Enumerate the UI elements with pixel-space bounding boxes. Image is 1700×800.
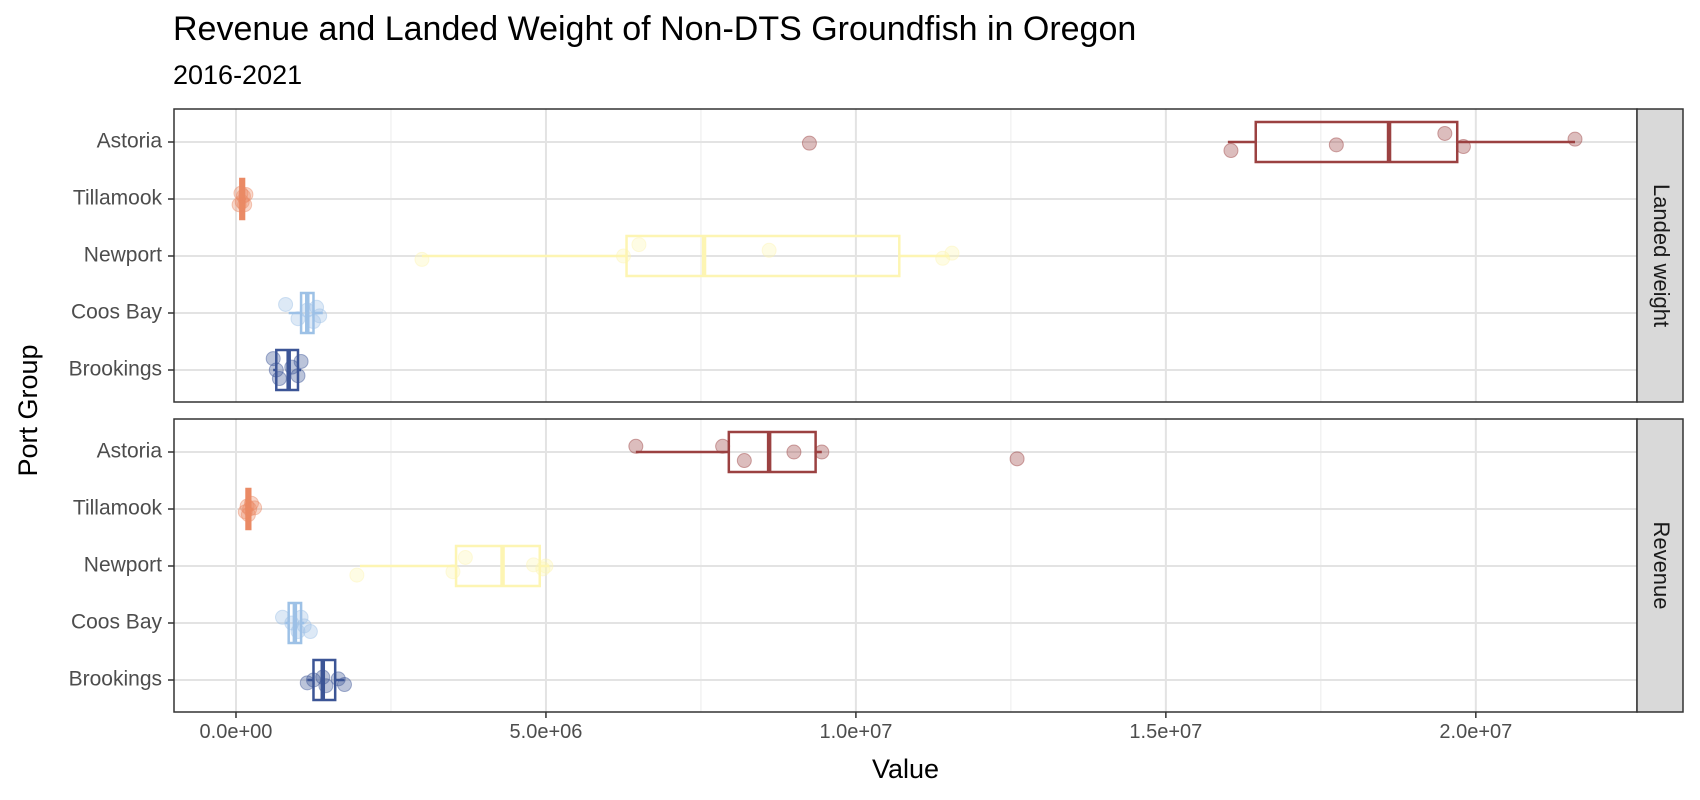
point-newport-revenue [538, 558, 554, 574]
point-astoria-landed-weight [1437, 125, 1453, 141]
point-tillamook-landed-weight [233, 185, 249, 201]
point-newport-landed-weight [944, 245, 960, 261]
y-tick-label-newport: Newport [84, 554, 162, 577]
point-coos-bay-landed-weight [299, 302, 315, 318]
point-newport-landed-weight [615, 248, 631, 264]
point-newport-revenue [349, 567, 365, 583]
point-tillamook-revenue [237, 504, 253, 520]
point-coos-bay-revenue [290, 624, 306, 640]
y-tick-label-newport: Newport [84, 244, 162, 267]
point-coos-bay-landed-weight [312, 308, 328, 324]
point-tillamook-revenue [247, 500, 263, 516]
point-astoria-revenue [1009, 451, 1025, 467]
x-tick-label: 1.5e+07 [1129, 721, 1202, 743]
x-tick-label: 0.0e+00 [200, 721, 273, 743]
point-newport-landed-weight [761, 242, 777, 258]
point-astoria-landed-weight [1328, 137, 1344, 153]
point-coos-bay-revenue [302, 624, 318, 640]
point-tillamook-landed-weight [235, 188, 251, 204]
point-coos-bay-landed-weight [278, 296, 294, 312]
y-tick-label-coos-bay: Coos Bay [71, 611, 163, 634]
point-astoria-landed-weight [1567, 131, 1583, 147]
point-brookings-landed-weight [268, 362, 284, 378]
point-astoria-landed-weight [1455, 139, 1471, 155]
point-astoria-landed-weight [801, 135, 817, 151]
point-brookings-revenue [305, 672, 321, 688]
point-brookings-revenue [318, 678, 334, 694]
box-astoria-landed-weight [1254, 120, 1459, 164]
point-brookings-landed-weight [293, 353, 309, 369]
facet-strip-revenue [1636, 418, 1684, 713]
point-brookings-revenue [330, 671, 346, 687]
x-tick-label: 5.0e+06 [510, 721, 583, 743]
x-tick-label: 2.0e+07 [1439, 721, 1512, 743]
y-axis-title: Port Group [13, 344, 43, 476]
point-coos-bay-revenue [293, 609, 309, 625]
point-brookings-landed-weight [284, 359, 300, 375]
box-astoria-revenue [727, 430, 817, 474]
y-tick-label-brookings: Brookings [69, 668, 162, 691]
point-tillamook-revenue [243, 495, 259, 511]
point-coos-bay-landed-weight [309, 299, 325, 315]
point-tillamook-landed-weight [234, 194, 250, 210]
facet-strip-landed-weight [1636, 108, 1684, 403]
point-coos-bay-revenue [296, 618, 312, 634]
point-brookings-revenue [315, 669, 331, 685]
point-tillamook-revenue [240, 507, 256, 523]
x-axis-title: Value [872, 754, 939, 784]
point-newport-landed-weight [631, 237, 647, 253]
y-tick-label-coos-bay: Coos Bay [71, 301, 163, 324]
box-newport-revenue [454, 544, 541, 588]
point-coos-bay-revenue [284, 615, 300, 631]
point-newport-revenue [457, 549, 473, 565]
point-coos-bay-landed-weight [305, 314, 321, 330]
point-brookings-revenue [299, 675, 315, 691]
point-astoria-revenue [715, 438, 731, 454]
point-astoria-landed-weight [1223, 143, 1239, 159]
point-newport-landed-weight [935, 250, 951, 266]
point-newport-revenue [445, 564, 461, 580]
point-tillamook-revenue [239, 498, 255, 514]
facet-label-landed-weight: Landed weight [1649, 184, 1674, 327]
y-tick-label-tillamook: Tillamook [73, 187, 163, 210]
x-tick-label: 1.0e+07 [819, 721, 892, 743]
point-newport-revenue [535, 561, 551, 577]
chart-title: Revenue and Landed Weight of Non-DTS Gro… [173, 10, 1137, 48]
point-newport-revenue [526, 557, 542, 573]
box-newport-landed-weight [625, 234, 901, 278]
point-brookings-landed-weight [290, 368, 306, 384]
y-tick-label-brookings: Brookings [69, 358, 162, 381]
point-tillamook-revenue [242, 501, 258, 517]
point-newport-landed-weight [414, 251, 430, 267]
point-brookings-landed-weight [271, 371, 287, 387]
point-tillamook-landed-weight [231, 197, 247, 213]
y-tick-label-tillamook: Tillamook [73, 497, 163, 520]
point-coos-bay-landed-weight [290, 311, 306, 327]
point-tillamook-landed-weight [237, 197, 253, 213]
point-brookings-revenue [336, 677, 352, 693]
point-tillamook-landed-weight [238, 186, 254, 202]
point-astoria-revenue [628, 438, 644, 454]
y-tick-label-astoria: Astoria [97, 130, 163, 153]
y-tick-label-astoria: Astoria [97, 440, 163, 463]
point-astoria-revenue [786, 444, 802, 460]
point-astoria-revenue [736, 453, 752, 469]
chart-subtitle: 2016-2021 [173, 60, 303, 90]
point-astoria-revenue [814, 444, 830, 460]
point-coos-bay-revenue [274, 609, 290, 625]
point-brookings-landed-weight [265, 351, 281, 367]
facet-label-revenue: Revenue [1649, 521, 1674, 609]
